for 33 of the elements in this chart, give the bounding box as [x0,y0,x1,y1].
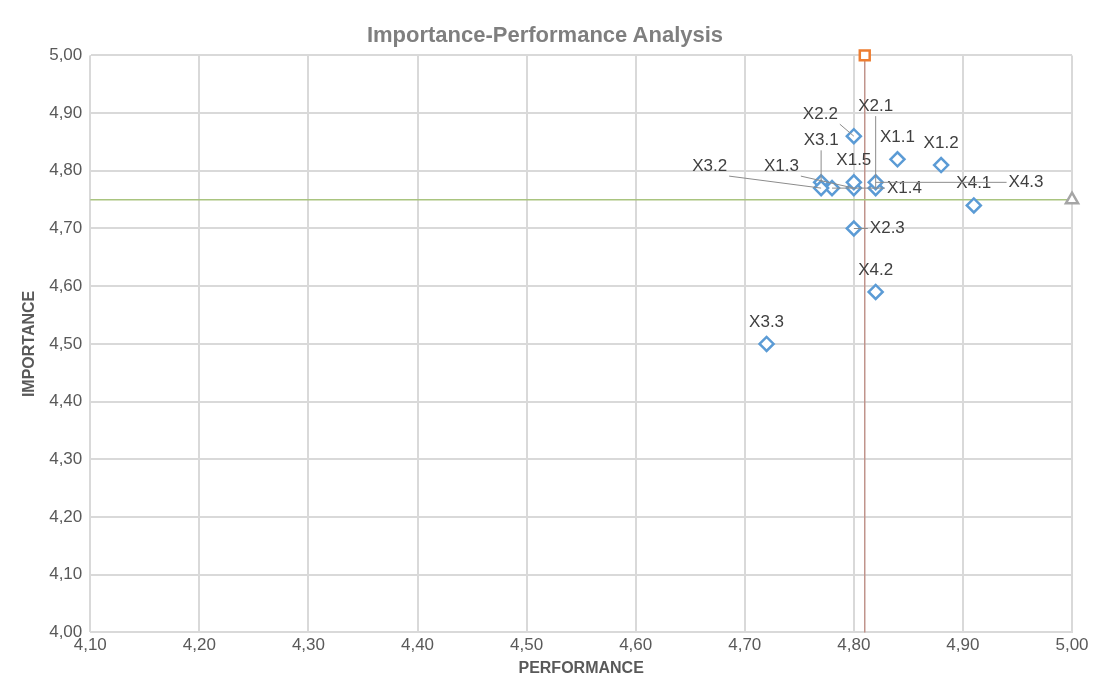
annotation: X1.2 [923,132,959,152]
x-axis-title: PERFORMANCE [518,658,645,676]
y-tick-label: 4,10 [49,564,83,584]
x-tick-label: 4,90 [946,635,980,655]
y-tick-label: 4,80 [49,160,83,180]
y-axis-title: IMPORTANCE [20,290,38,398]
annotation: X3.2 [692,155,728,175]
x-tick-label: 4,60 [619,635,653,655]
chart-title: Importance-Performance Analysis [366,22,724,48]
y-tick-label: 4,50 [49,333,83,353]
annotation: X1.3 [763,155,799,175]
x-tick-label: 4,40 [400,635,435,655]
annotation: X4.1 [956,173,992,193]
x-tick-label: 4,50 [510,635,544,655]
y-tick-label: 4,60 [49,275,83,295]
x-tick-label: 4,80 [837,635,871,655]
y-tick-label: 4,90 [49,102,83,122]
x-tick-label: 4,30 [291,635,325,655]
y-tick-label: 5,00 [49,45,83,65]
y-tick-label: 4,70 [49,218,83,238]
x-tick-label: 4,70 [728,635,762,655]
annotation: X2.2 [802,103,838,123]
annotation: X1.1 [879,126,915,146]
annotation: X3.1 [803,130,839,150]
x-tick-label: 4,20 [182,635,216,655]
y-tick-label: 4,40 [49,391,83,411]
annotation: X3.3 [749,311,785,331]
annotation: X2.3 [869,218,905,238]
annotation: X1.4 [886,177,922,197]
y-tick-label: 4,30 [49,448,83,468]
x-tick-label: 5,00 [1055,635,1089,655]
annotation: X4.3 [1008,172,1044,192]
y-tick-label: 4,20 [49,506,83,526]
